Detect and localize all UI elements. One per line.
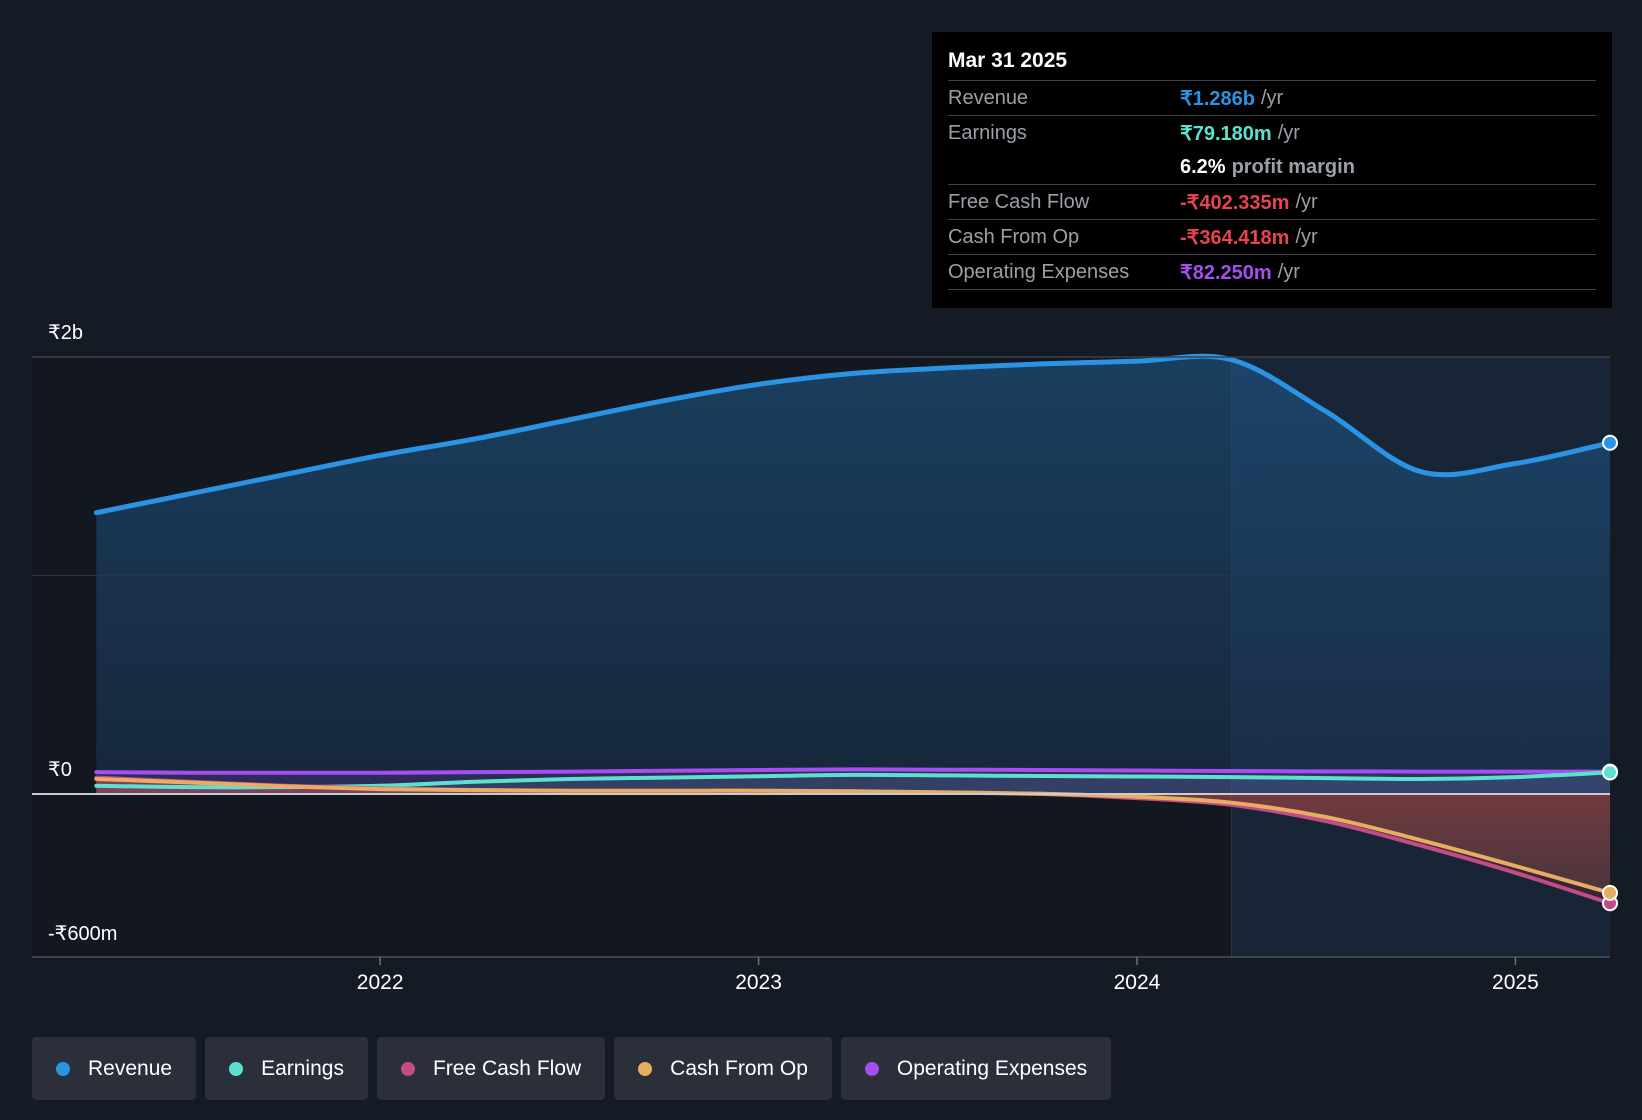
legend-dot-icon bbox=[864, 1061, 879, 1076]
tooltip-label: Cash From Op bbox=[948, 225, 1080, 248]
marker-earnings bbox=[1602, 764, 1618, 781]
tooltip-row-earnings: Earnings ₹79.180m /yr bbox=[948, 115, 1596, 150]
legend-label: Free Cash Flow bbox=[432, 1056, 582, 1080]
legend-dot-icon bbox=[400, 1061, 415, 1076]
legend-label: Earnings bbox=[261, 1056, 344, 1080]
tooltip-row-operating-expenses: Operating Expenses ₹82.250m /yr bbox=[948, 254, 1596, 290]
tooltip-value: ₹79.180m bbox=[1180, 122, 1272, 145]
legend-dot-icon bbox=[638, 1061, 653, 1076]
tooltip-value: -₹364.418m bbox=[1180, 226, 1290, 249]
tooltip-row-profit-margin: 6.2% profit margin bbox=[948, 150, 1596, 184]
tooltip: Mar 31 2025 Revenue ₹1.286b /yr Earnings… bbox=[932, 32, 1612, 308]
y-tick-label-bottom: -₹600m bbox=[48, 923, 118, 945]
legend-item-free-cash-flow[interactable]: Free Cash Flow bbox=[376, 1037, 606, 1100]
line-revenue bbox=[93, 353, 1613, 516]
legend-dot-icon bbox=[229, 1061, 244, 1076]
tooltip-label: Earnings bbox=[948, 121, 1027, 144]
legend-item-operating-expenses[interactable]: Operating Expenses bbox=[840, 1037, 1112, 1100]
tooltip-value: -₹402.335m bbox=[1180, 191, 1290, 214]
legend-label: Revenue bbox=[88, 1056, 173, 1080]
area-free-cash-flow bbox=[96, 777, 1610, 904]
legend-item-revenue[interactable]: Revenue bbox=[32, 1037, 197, 1100]
legend-label: Operating Expenses bbox=[896, 1056, 1088, 1080]
tooltip-unit: /yr bbox=[1295, 190, 1318, 213]
area-cash-from-op bbox=[96, 778, 1610, 893]
tooltip-value: ₹82.250m bbox=[1180, 261, 1272, 284]
legend-item-cash-from-op[interactable]: Cash From Op bbox=[614, 1037, 832, 1100]
marker-revenue bbox=[1602, 434, 1618, 451]
x-tick-label: 2025 bbox=[1492, 971, 1539, 994]
tooltip-unit: /yr bbox=[1295, 225, 1318, 248]
line-cash-from-op bbox=[94, 776, 1612, 895]
legend-label: Cash From Op bbox=[670, 1056, 808, 1080]
x-tick-label: 2024 bbox=[1114, 971, 1161, 994]
y-tick-label-top: ₹2b bbox=[48, 322, 83, 344]
line-operating-expenses bbox=[94, 767, 1612, 775]
tooltip-label: Free Cash Flow bbox=[948, 190, 1090, 213]
tooltip-row-free-cash-flow: Free Cash Flow -₹402.335m /yr bbox=[948, 184, 1596, 219]
x-tick-label: 2022 bbox=[357, 971, 404, 994]
tooltip-label: Operating Expenses bbox=[948, 260, 1130, 283]
tooltip-value: 6.2% bbox=[1180, 155, 1226, 178]
x-tick-label: 2023 bbox=[735, 971, 782, 994]
y-tick-label-zero: ₹0 bbox=[48, 759, 72, 781]
legend-item-earnings[interactable]: Earnings bbox=[205, 1037, 368, 1100]
tooltip-unit: profit margin bbox=[1231, 155, 1355, 178]
marker-cash-from-op bbox=[1602, 884, 1618, 901]
legend-dot-icon bbox=[56, 1061, 70, 1076]
tooltip-row-cash-from-op: Cash From Op -₹364.418m /yr bbox=[948, 219, 1596, 254]
tooltip-date: Mar 31 2025 bbox=[948, 49, 1068, 72]
tooltip-value: ₹1.286b bbox=[1180, 87, 1255, 110]
tooltip-unit: /yr bbox=[1277, 260, 1300, 283]
tooltip-unit: /yr bbox=[1277, 121, 1300, 144]
legend: Revenue Earnings Free Cash Flow Cash Fro… bbox=[32, 1037, 1112, 1100]
tooltip-row-revenue: Revenue ₹1.286b /yr bbox=[948, 80, 1596, 115]
tooltip-label: Revenue bbox=[948, 86, 1029, 109]
tooltip-unit: /yr bbox=[1261, 86, 1284, 109]
